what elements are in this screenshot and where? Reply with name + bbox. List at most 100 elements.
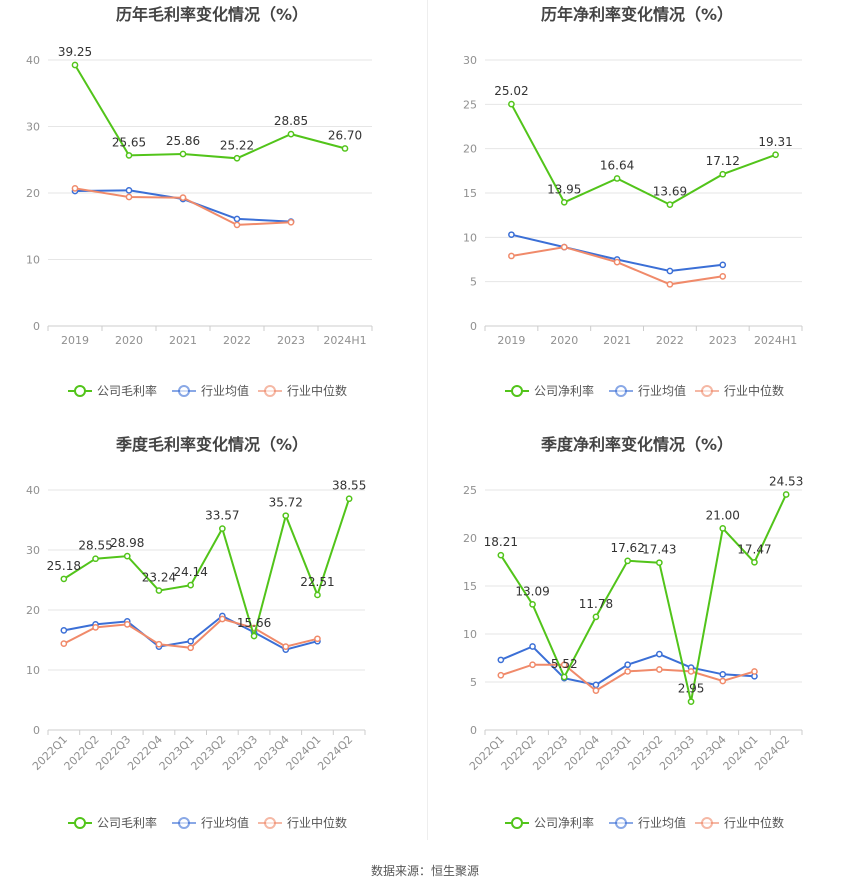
data-point bbox=[233, 154, 241, 162]
legend-marker bbox=[701, 385, 713, 397]
data-point bbox=[287, 130, 295, 138]
data-label: 11.78 bbox=[579, 597, 613, 611]
data-label: 17.62 bbox=[610, 541, 644, 555]
data-label: 5.52 bbox=[551, 657, 578, 671]
legend-label: 公司毛利率 bbox=[97, 383, 157, 398]
data-point bbox=[656, 666, 663, 673]
y-tick-label: 10 bbox=[26, 254, 40, 267]
legend-label: 公司净利率 bbox=[534, 383, 594, 398]
y-tick-label: 25 bbox=[463, 484, 477, 497]
x-tick-label: 2020 bbox=[115, 334, 143, 347]
data-label: 28.85 bbox=[274, 114, 308, 128]
data-point bbox=[219, 615, 226, 623]
x-tick-label: 2023 bbox=[709, 334, 737, 347]
series-line bbox=[499, 494, 788, 702]
data-point bbox=[560, 661, 568, 669]
data-label: 24.14 bbox=[173, 565, 207, 579]
data-point bbox=[60, 640, 68, 647]
data-point bbox=[529, 643, 536, 650]
y-tick-label: 20 bbox=[463, 143, 477, 156]
legend-label: 行业均值 bbox=[201, 815, 249, 830]
x-tick-label: 2020 bbox=[550, 334, 578, 347]
chart-annual-net-margin: 历年净利率变化情况（%） 0 5 10 15 20 25 30 2019 2020 2021 2022… bbox=[463, 5, 803, 398]
data-label: 38.55 bbox=[332, 479, 366, 493]
data-label: 39.25 bbox=[58, 45, 92, 59]
data-point bbox=[125, 186, 133, 194]
data-label: 13.09 bbox=[515, 584, 549, 598]
data-point bbox=[179, 150, 187, 158]
data-label: 17.47 bbox=[737, 542, 771, 556]
data-point bbox=[71, 61, 79, 69]
y-tick-label: 20 bbox=[26, 187, 40, 200]
x-tick-label: 2023 bbox=[277, 334, 305, 347]
data-point bbox=[560, 673, 568, 681]
data-label: 23.24 bbox=[142, 571, 176, 585]
data-point bbox=[687, 668, 695, 675]
data-point bbox=[656, 559, 663, 567]
y-tick-label: 15 bbox=[463, 580, 477, 593]
data-point bbox=[233, 215, 241, 223]
data-label: 25.22 bbox=[220, 138, 254, 152]
y-tick-label: 40 bbox=[26, 54, 40, 67]
data-label: 17.12 bbox=[706, 154, 740, 168]
panel-divider bbox=[427, 0, 428, 840]
data-label: 22.51 bbox=[300, 575, 334, 589]
data-point bbox=[656, 650, 663, 658]
data-point bbox=[92, 555, 99, 563]
data-point bbox=[233, 221, 241, 229]
y-tick-label: 5 bbox=[470, 676, 477, 689]
data-label: 13.69 bbox=[653, 185, 687, 199]
legend-label: 行业均值 bbox=[638, 383, 686, 398]
data-point bbox=[560, 243, 568, 251]
legend-marker bbox=[74, 817, 86, 829]
data-source-note: 数据来源：恒生聚源 bbox=[370, 864, 479, 878]
data-point bbox=[282, 643, 290, 650]
chart-annual-gross-margin: 历年毛利率变化情况（%） 0 10 20 30 40 2019 2020 2021 2022 202… bbox=[26, 5, 373, 398]
data-point bbox=[60, 575, 68, 583]
data-point bbox=[613, 258, 621, 266]
y-tick-label: 5 bbox=[470, 276, 477, 289]
data-point bbox=[624, 661, 631, 669]
data-label: 28.55 bbox=[78, 539, 112, 553]
x-tick-label: 2022 bbox=[656, 334, 684, 347]
data-point bbox=[508, 252, 515, 260]
data-point bbox=[314, 591, 321, 599]
chart-title: 历年毛利率变化情况（%） bbox=[116, 5, 308, 24]
data-point bbox=[666, 267, 674, 275]
y-tick-label: 30 bbox=[463, 54, 477, 67]
x-tick-label: 2024H1 bbox=[754, 334, 797, 347]
legend-marker bbox=[511, 817, 523, 829]
data-point bbox=[187, 644, 194, 652]
data-label: 35.72 bbox=[269, 496, 303, 510]
data-point bbox=[529, 600, 536, 608]
y-tick-label: 0 bbox=[33, 724, 40, 737]
data-point bbox=[719, 677, 727, 685]
data-label: 15.66 bbox=[237, 616, 271, 630]
x-tick-label: 2021 bbox=[603, 334, 631, 347]
legend-label: 行业均值 bbox=[638, 815, 686, 830]
data-point bbox=[719, 670, 727, 678]
data-point bbox=[219, 525, 226, 532]
legend-label: 行业中位数 bbox=[724, 815, 784, 830]
data-label: 21.00 bbox=[706, 508, 740, 522]
data-label: 33.57 bbox=[205, 509, 239, 523]
data-point bbox=[592, 613, 600, 621]
data-label: 25.86 bbox=[166, 134, 200, 148]
data-point bbox=[187, 637, 194, 645]
x-tick-label: 2021 bbox=[169, 334, 197, 347]
legend-marker bbox=[178, 817, 190, 829]
data-point bbox=[71, 184, 79, 192]
y-tick-label: 10 bbox=[26, 664, 40, 677]
x-tick-label: 2019 bbox=[61, 334, 89, 347]
data-point bbox=[529, 661, 536, 669]
chart-panel-annual-gross-margin: 历年毛利率变化情况（%） 0 10 20 30 40 2019 2020 2021 2022 202… bbox=[0, 0, 425, 430]
data-point bbox=[613, 175, 621, 182]
data-point bbox=[341, 145, 349, 152]
y-tick-label: 40 bbox=[26, 484, 40, 497]
data-label: 25.02 bbox=[494, 84, 528, 98]
data-point bbox=[508, 100, 515, 108]
data-point bbox=[592, 681, 600, 689]
data-point bbox=[719, 525, 727, 532]
legend-label: 行业中位数 bbox=[724, 383, 784, 398]
data-point bbox=[687, 698, 695, 706]
